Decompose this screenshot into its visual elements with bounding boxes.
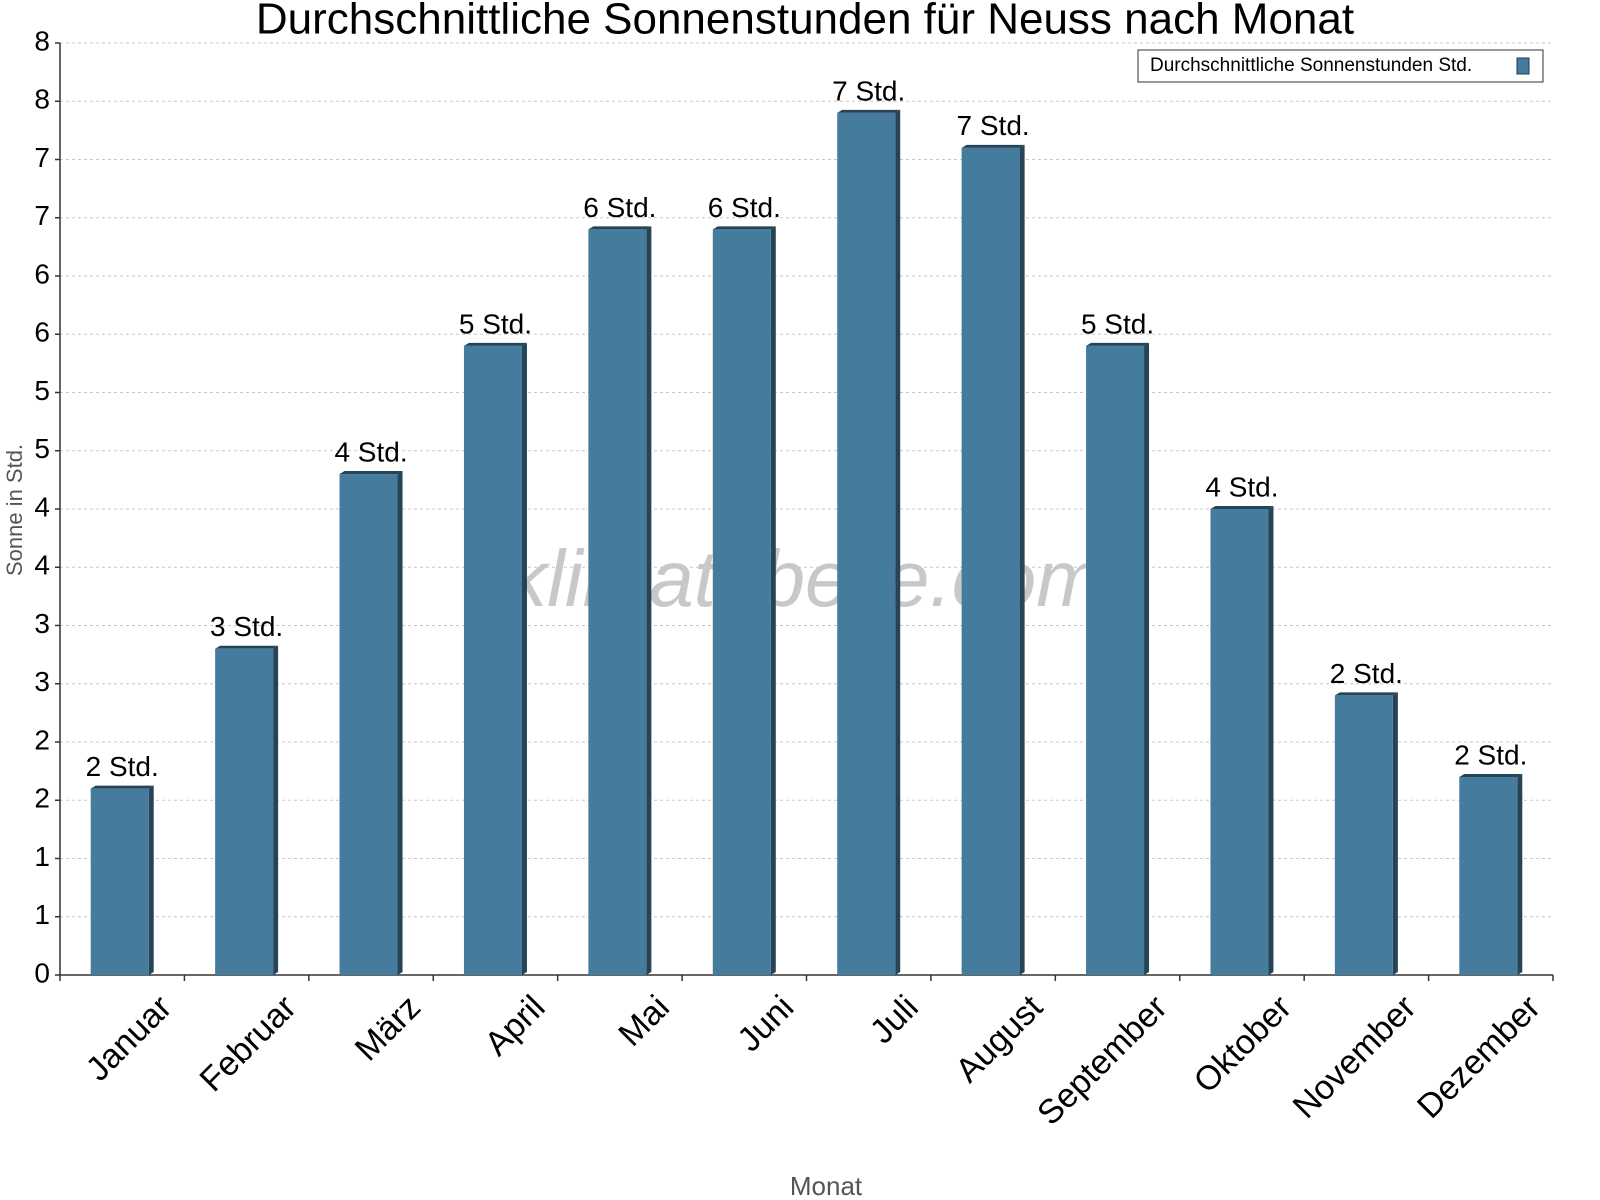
bar [712,229,771,975]
y-tick-label: 2 [34,783,50,814]
y-tick-label: 5 [34,375,50,406]
y-tick-label: 6 [34,317,50,348]
data-label: 2 Std. [1454,739,1527,770]
data-label: 3 Std. [210,611,283,642]
data-label: 2 Std. [86,751,159,782]
bar-top [215,645,279,649]
data-label: 4 Std. [1205,471,1278,502]
bar-side [895,109,901,975]
x-tick-label: Mai [611,988,677,1054]
bar-top [588,226,652,230]
x-tick-label: Juni [730,988,801,1059]
bar-side [1019,144,1025,976]
bar-side [1392,692,1398,975]
y-tick-label: 4 [34,491,50,522]
bar-side [646,226,652,975]
data-label: 7 Std. [957,110,1030,141]
bar-side [770,226,776,975]
x-tick-label: September [1030,988,1174,1132]
bar-top [1086,342,1150,346]
legend-swatch [1516,57,1530,75]
y-tick-label: 6 [34,258,50,289]
bar [588,229,647,975]
bar [90,788,149,975]
legend-box [1137,49,1544,83]
bar-side [1144,342,1150,975]
bar-group [1334,692,1398,975]
x-tick-label: August [948,988,1050,1090]
data-label: 4 Std. [334,436,407,467]
bar-group [215,645,279,975]
bar [1459,776,1518,975]
bar [339,474,398,975]
y-tick-label: 5 [34,433,50,464]
y-tick-label: 1 [34,841,50,872]
data-label: 5 Std. [459,308,532,339]
y-axis-label: Sonne in Std. [2,444,27,576]
bar-top [837,109,901,113]
y-tick-label: 2 [34,724,50,755]
bar-top [339,471,403,475]
bar [215,648,274,975]
bar-side [397,471,403,975]
x-tick-label: November [1286,988,1424,1126]
bar [1210,509,1269,975]
chart-title: Durchschnittliche Sonnenstunden für Neus… [256,0,1354,44]
y-tick-label: 1 [34,899,50,930]
bar-group [712,226,776,975]
bar-side [1517,773,1523,975]
bar-side [148,785,154,975]
x-tick-label: Oktober [1187,988,1299,1100]
bar-side [521,342,527,975]
x-tick-label: April [477,988,552,1063]
x-tick-label: Juli [863,988,926,1051]
legend: Durchschnittliche Sonnenstunden Std. [1137,49,1544,83]
bar [961,147,1020,976]
bar-top [712,226,776,230]
y-tick-label: 3 [34,608,50,639]
bar-top [1334,692,1398,696]
y-tick-label: 7 [34,200,50,231]
x-tick-label: Februar [193,988,304,1099]
bar [837,112,896,975]
bar-group [1210,506,1274,975]
y-tick-label: 8 [34,25,50,56]
bar-group [463,342,527,975]
bar [1086,345,1145,975]
bar-group [1086,342,1150,975]
bar-top [961,144,1025,148]
bar [463,345,522,975]
y-tick-label: 8 [34,84,50,115]
data-label: 6 Std. [583,192,656,223]
bar-top [1459,773,1523,777]
y-tick-label: 4 [34,550,50,581]
bar-group [339,471,403,975]
bar-group [1459,773,1523,975]
y-tick-label: 3 [34,666,50,697]
data-label: 6 Std. [708,192,781,223]
bar-top [1210,506,1274,509]
y-tick-label: 0 [34,957,50,988]
bar [1334,695,1393,975]
data-label: 2 Std. [1330,658,1403,689]
bar-group [588,226,652,975]
bar-side [273,645,279,975]
bar-group [961,144,1025,976]
x-tick-label: Dezember [1410,988,1548,1126]
x-tick-label: Januar [79,988,179,1088]
y-tick-label: 7 [34,142,50,173]
data-label: 7 Std. [832,75,905,106]
bar-group [90,785,154,975]
bar-top [90,785,154,789]
bar-top [463,342,527,346]
x-axis-label: Monat [790,1171,863,1200]
bar-side [1268,506,1274,975]
bar-group [837,109,901,975]
x-tick-label: März [348,988,428,1068]
legend-label: Durchschnittliche Sonnenstunden Std. [1150,55,1472,76]
data-label: 5 Std. [1081,308,1154,339]
